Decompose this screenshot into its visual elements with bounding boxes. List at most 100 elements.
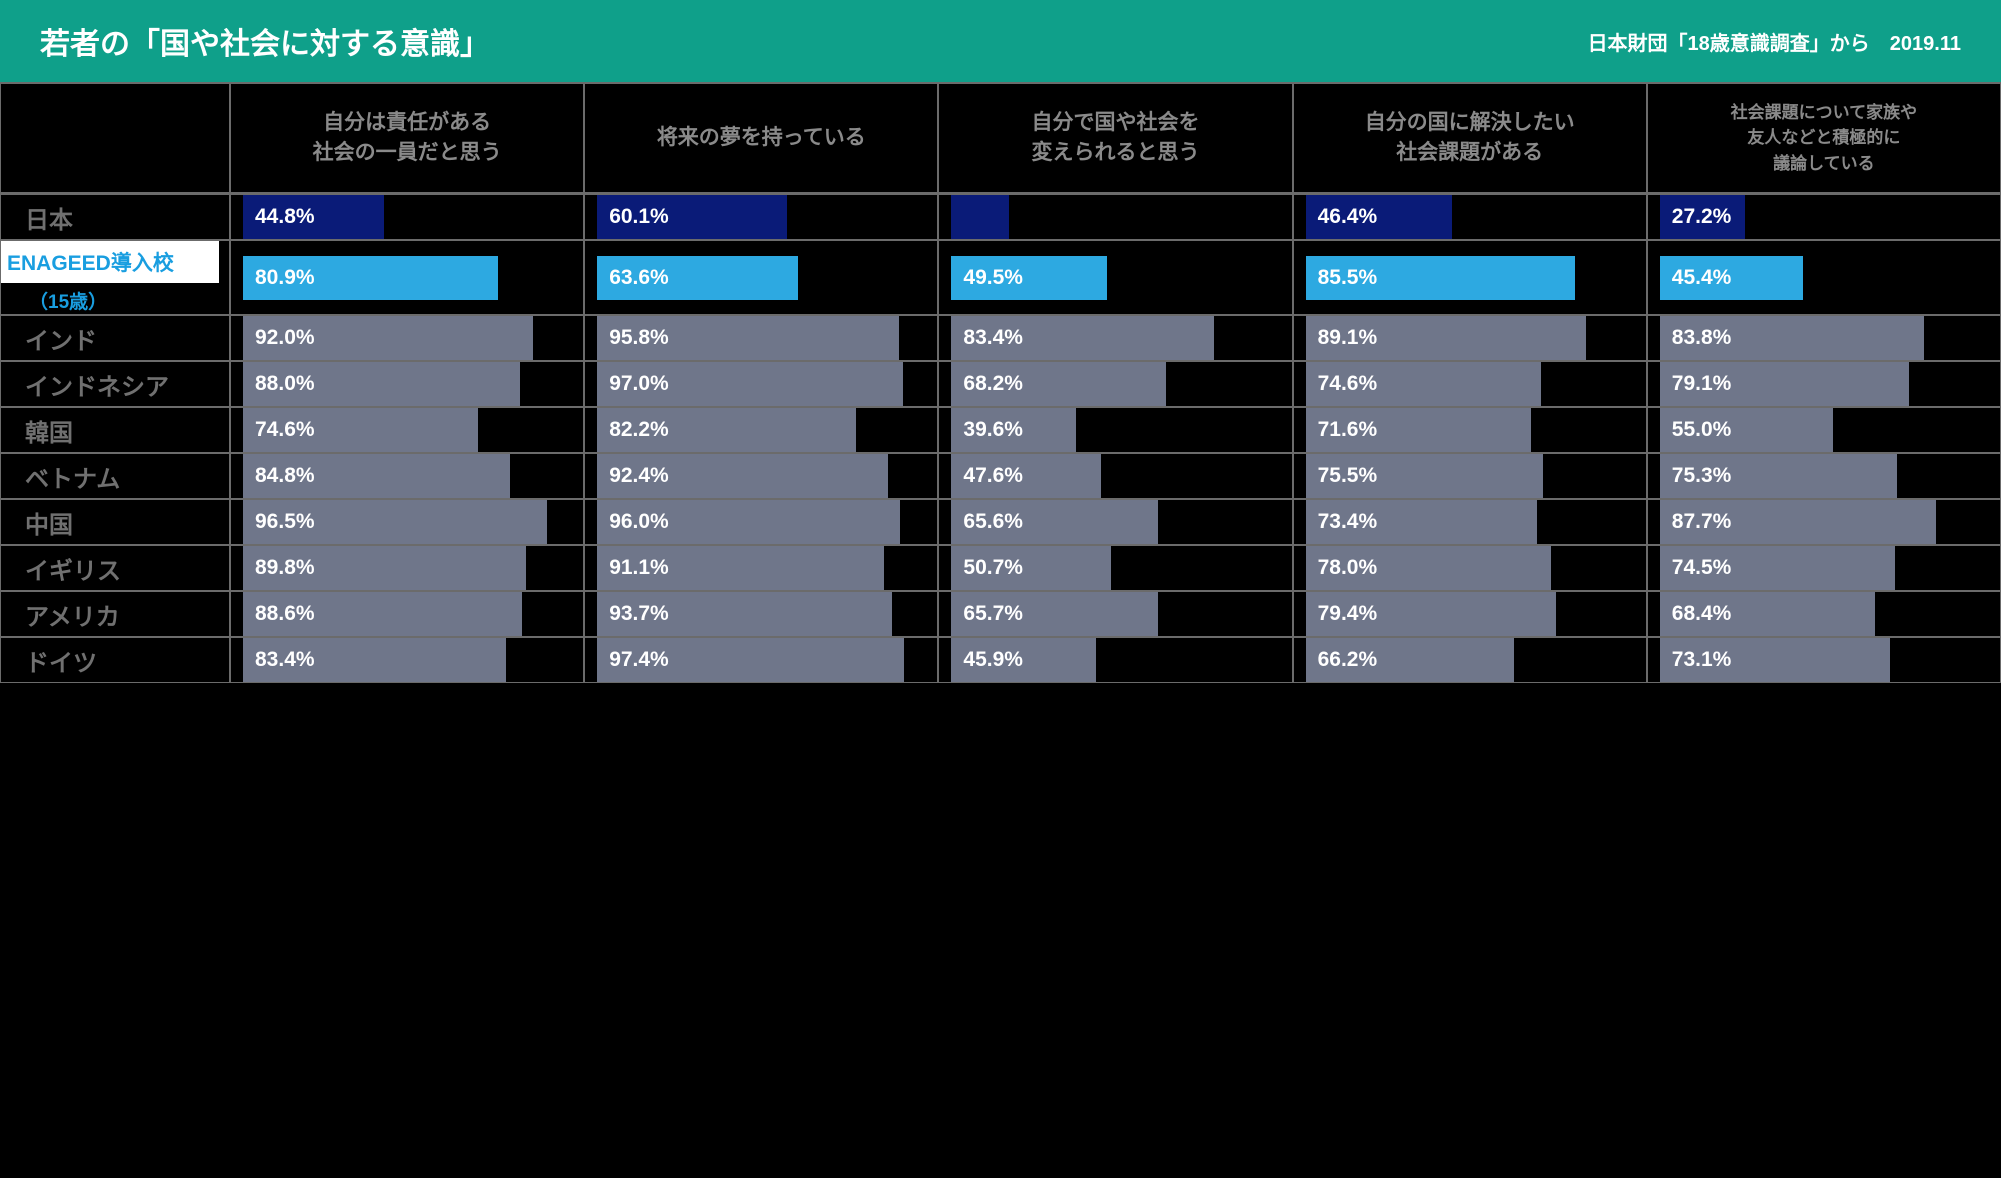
row-label-china: 中国 (0, 499, 230, 545)
bar: 45.4% (1660, 256, 1803, 300)
header-blank (0, 82, 230, 194)
bar: 91.1% (597, 546, 884, 590)
column-header: 自分で国や社会を変えられると思う (938, 82, 1292, 194)
bar: 75.5% (1306, 454, 1544, 498)
bar: 79.1% (1660, 362, 1909, 406)
bar: 60.1% (597, 195, 786, 239)
bar: 74.5% (1660, 546, 1895, 590)
bar: 88.0% (243, 362, 520, 406)
data-cell: 44.8% (230, 194, 584, 240)
data-cell: 45.9% (938, 637, 1292, 683)
row-label-enageed: ENAGEED導入校 （15歳） (0, 240, 230, 315)
data-cell: 45.4% (1647, 240, 2001, 315)
bar: 82.2% (597, 408, 856, 452)
row-label-usa: アメリカ (0, 591, 230, 637)
bar: 95.8% (597, 316, 899, 360)
data-cell: 97.4% (584, 637, 938, 683)
bar: 49.5% (951, 256, 1107, 300)
data-cell: 68.4% (1647, 591, 2001, 637)
data-cell: 73.1% (1647, 637, 2001, 683)
row-label-germany: ドイツ (0, 637, 230, 683)
bar: 44.8% (243, 195, 384, 239)
bar: 88.6% (243, 592, 522, 636)
data-cell: 83.4% (230, 637, 584, 683)
column-header: 自分は責任がある社会の一員だと思う (230, 82, 584, 194)
data-cell (938, 194, 1292, 240)
data-cell: 49.5% (938, 240, 1292, 315)
data-cell: 71.6% (1293, 407, 1647, 453)
data-cell: 92.4% (584, 453, 938, 499)
bar: 96.0% (597, 500, 899, 544)
data-cell: 73.4% (1293, 499, 1647, 545)
row-label-vietnam: ベトナム (0, 453, 230, 499)
data-cell: 68.2% (938, 361, 1292, 407)
bar: 55.0% (1660, 408, 1833, 452)
bar: 45.9% (951, 638, 1096, 682)
data-cell: 83.4% (938, 315, 1292, 361)
data-cell: 66.2% (1293, 637, 1647, 683)
bar: 97.4% (597, 638, 904, 682)
data-cell: 89.8% (230, 545, 584, 591)
data-cell: 74.5% (1647, 545, 2001, 591)
column-header: 社会課題について家族や友人などと積極的に議論している (1647, 82, 2001, 194)
bar: 83.4% (243, 638, 506, 682)
row-label-uk: イギリス (0, 545, 230, 591)
bar: 68.4% (1660, 592, 1876, 636)
bar: 74.6% (243, 408, 478, 452)
row-label-japan: 日本 (0, 194, 230, 240)
data-cell: 75.3% (1647, 453, 2001, 499)
row-label-sub: （15歳） (1, 287, 107, 314)
column-header: 将来の夢を持っている (584, 82, 938, 194)
data-cell: 80.9% (230, 240, 584, 315)
bar: 50.7% (951, 546, 1111, 590)
source-label: 日本財団「18歳意識調査」から 2019.11 (1588, 27, 1961, 56)
bar: 84.8% (243, 454, 510, 498)
bar: 83.8% (1660, 316, 1924, 360)
data-cell: 96.0% (584, 499, 938, 545)
data-cell: 88.6% (230, 591, 584, 637)
bar: 92.0% (243, 316, 533, 360)
data-cell: 97.0% (584, 361, 938, 407)
page-header: 若者の「国や社会に対する意識」 日本財団「18歳意識調査」から 2019.11 (0, 0, 2001, 82)
bar: 73.4% (1306, 500, 1537, 544)
bar: 66.2% (1306, 638, 1515, 682)
bar: 71.6% (1306, 408, 1532, 452)
row-label-india: インド (0, 315, 230, 361)
data-cell: 92.0% (230, 315, 584, 361)
data-cell: 85.5% (1293, 240, 1647, 315)
bar: 92.4% (597, 454, 888, 498)
data-cell: 55.0% (1647, 407, 2001, 453)
data-cell: 65.7% (938, 591, 1292, 637)
bar: 85.5% (1306, 256, 1575, 300)
data-cell: 27.2% (1647, 194, 2001, 240)
bar: 65.6% (951, 500, 1158, 544)
data-cell: 96.5% (230, 499, 584, 545)
bar: 87.7% (1660, 500, 1936, 544)
bar: 93.7% (597, 592, 892, 636)
row-label-korea: 韓国 (0, 407, 230, 453)
data-cell: 84.8% (230, 453, 584, 499)
data-cell: 87.7% (1647, 499, 2001, 545)
bar: 75.3% (1660, 454, 1897, 498)
bar: 63.6% (597, 256, 797, 300)
row-label-highlight-box: ENAGEED導入校 (1, 241, 219, 283)
bar: 89.1% (1306, 316, 1587, 360)
bar: 83.4% (951, 316, 1214, 360)
data-cell: 63.6% (584, 240, 938, 315)
data-cell: 39.6% (938, 407, 1292, 453)
data-cell: 91.1% (584, 545, 938, 591)
row-label-indonesia: インドネシア (0, 361, 230, 407)
data-cell: 75.5% (1293, 453, 1647, 499)
data-cell: 46.4% (1293, 194, 1647, 240)
data-cell: 89.1% (1293, 315, 1647, 361)
data-cell: 88.0% (230, 361, 584, 407)
data-cell: 93.7% (584, 591, 938, 637)
data-cell: 74.6% (1293, 361, 1647, 407)
data-cell: 65.6% (938, 499, 1292, 545)
data-cell: 60.1% (584, 194, 938, 240)
bar: 39.6% (951, 408, 1076, 452)
bar: 65.7% (951, 592, 1158, 636)
bar: 74.6% (1306, 362, 1541, 406)
data-cell: 79.4% (1293, 591, 1647, 637)
data-cell: 78.0% (1293, 545, 1647, 591)
